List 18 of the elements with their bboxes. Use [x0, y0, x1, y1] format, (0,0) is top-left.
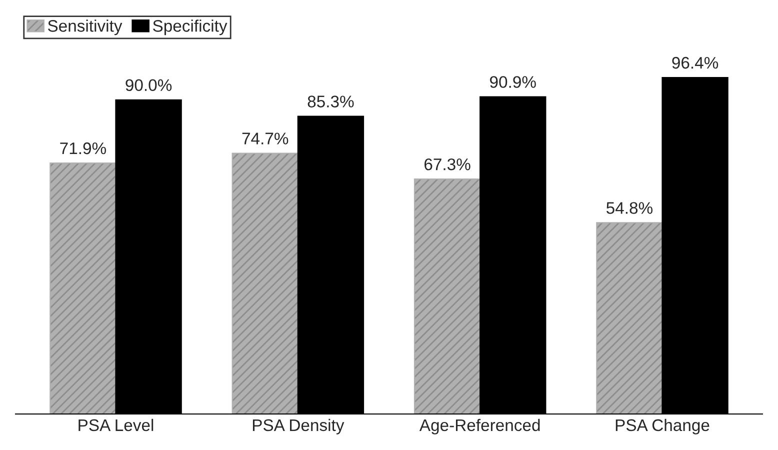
x-tick-label: PSA Change — [616, 418, 710, 434]
bar — [596, 222, 663, 414]
bar — [414, 178, 481, 414]
data-label: 85.3% — [308, 96, 354, 108]
data-label: 90.9% — [490, 76, 536, 88]
data-label: 90.0% — [126, 79, 172, 92]
x-tick-label: PSA Level — [78, 418, 154, 432]
data-label: 74.7% — [242, 132, 288, 144]
data-label: 54.8% — [606, 202, 652, 214]
bar — [50, 162, 116, 414]
x-tick-label: Age-Referenced — [419, 418, 540, 434]
legend-label: Sensitivity — [48, 20, 122, 36]
x-tick-label: PSA Density — [252, 418, 344, 434]
legend-label: Specificity — [153, 20, 228, 36]
data-label: 96.4% — [672, 56, 718, 69]
data-label: 67.3% — [424, 158, 470, 170]
data-label: 71.9% — [60, 142, 106, 154]
bar — [232, 152, 298, 414]
